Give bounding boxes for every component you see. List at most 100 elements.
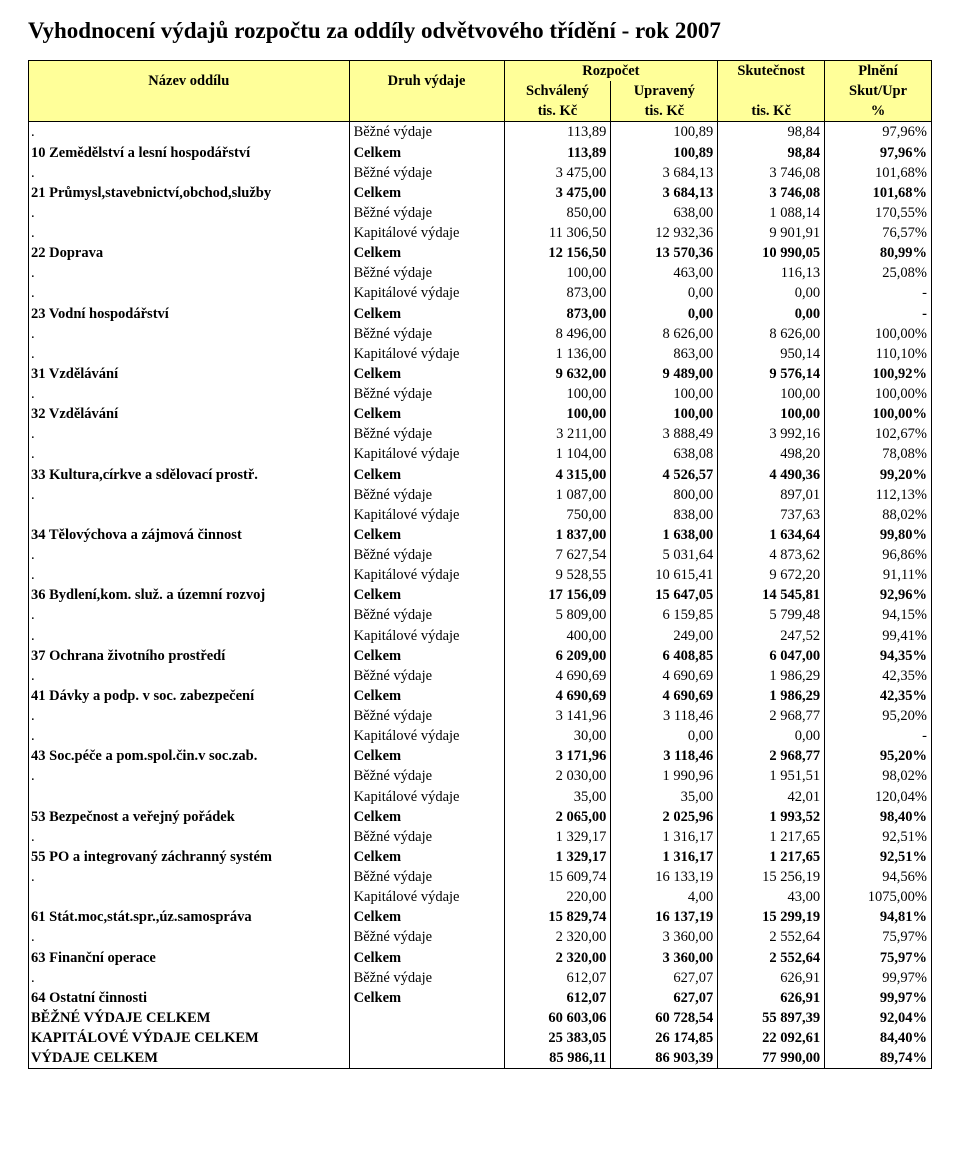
cell-value: 737,63 bbox=[718, 505, 825, 525]
cell-value: 92,51% bbox=[825, 827, 932, 847]
cell-value: 96,86% bbox=[825, 545, 932, 565]
table-row: .Kapitálové výdaje1 104,00638,08498,2078… bbox=[29, 444, 932, 464]
cell-value: 6 047,00 bbox=[718, 646, 825, 666]
cell-value: 11 306,50 bbox=[504, 223, 611, 243]
cell-name: . bbox=[29, 666, 350, 686]
table-row: 41 Dávky a podp. v soc. zabezpečeníCelke… bbox=[29, 686, 932, 706]
cell-name: 10 Zemědělství a lesní hospodářství bbox=[29, 143, 350, 163]
table-row: 23 Vodní hospodářstvíCelkem873,000,000,0… bbox=[29, 304, 932, 324]
cell-value: 9 632,00 bbox=[504, 364, 611, 384]
cell-value: 94,56% bbox=[825, 867, 932, 887]
cell-type: Běžné výdaje bbox=[349, 424, 504, 444]
table-row: .Běžné výdaje15 609,7416 133,1915 256,19… bbox=[29, 867, 932, 887]
table-row: 53 Bezpečnost a veřejný pořádekCelkem2 0… bbox=[29, 807, 932, 827]
cell-value: 498,20 bbox=[718, 444, 825, 464]
cell-value: 1 136,00 bbox=[504, 344, 611, 364]
cell-value: 3 360,00 bbox=[611, 927, 718, 947]
cell-value: 1 990,96 bbox=[611, 766, 718, 786]
cell-value: 2 320,00 bbox=[504, 948, 611, 968]
cell-type: Běžné výdaje bbox=[349, 605, 504, 625]
cell-value: 85 986,11 bbox=[504, 1048, 611, 1069]
cell-value: 612,07 bbox=[504, 968, 611, 988]
cell-value: 0,00 bbox=[611, 726, 718, 746]
cell-name: . bbox=[29, 545, 350, 565]
cell-value: 98,40% bbox=[825, 807, 932, 827]
col-nazev: Název oddílu bbox=[29, 61, 350, 102]
cell-value: 100,92% bbox=[825, 364, 932, 384]
cell-type: Kapitálové výdaje bbox=[349, 887, 504, 907]
cell-value: 0,00 bbox=[718, 283, 825, 303]
cell-value: 84,40% bbox=[825, 1028, 932, 1048]
col-upraveny: Upravený bbox=[611, 81, 718, 101]
cell-type: Běžné výdaje bbox=[349, 384, 504, 404]
cell-name bbox=[29, 787, 350, 807]
cell-value: 15 647,05 bbox=[611, 585, 718, 605]
cell-name bbox=[29, 505, 350, 525]
cell-value: 4 690,69 bbox=[504, 686, 611, 706]
cell-value: 2 065,00 bbox=[504, 807, 611, 827]
cell-value: 1075,00% bbox=[825, 887, 932, 907]
cell-value: 2 968,77 bbox=[718, 706, 825, 726]
cell-value: 100,00% bbox=[825, 384, 932, 404]
cell-name: . bbox=[29, 203, 350, 223]
unit-pct: % bbox=[825, 101, 932, 122]
cell-type: Celkem bbox=[349, 585, 504, 605]
cell-name: . bbox=[29, 444, 350, 464]
cell-value: 4 690,69 bbox=[504, 666, 611, 686]
cell-name: 36 Bydlení,kom. služ. a územní rozvoj bbox=[29, 585, 350, 605]
table-row: .Kapitálové výdaje1 136,00863,00950,1411… bbox=[29, 344, 932, 364]
table-row: .Běžné výdaje113,89100,8998,8497,96% bbox=[29, 122, 932, 143]
cell-type: Kapitálové výdaje bbox=[349, 283, 504, 303]
cell-value: 463,00 bbox=[611, 263, 718, 283]
cell-value: 15 609,74 bbox=[504, 867, 611, 887]
cell-name: . bbox=[29, 122, 350, 143]
cell-value: 2 030,00 bbox=[504, 766, 611, 786]
table-row: 61 Stát.moc,stát.spr.,úz.samosprávaCelke… bbox=[29, 907, 932, 927]
cell-value: 7 627,54 bbox=[504, 545, 611, 565]
cell-type: Celkem bbox=[349, 404, 504, 424]
cell-value: 612,07 bbox=[504, 988, 611, 1008]
cell-value: 95,20% bbox=[825, 706, 932, 726]
cell-value: 1 087,00 bbox=[504, 485, 611, 505]
table-row: 37 Ochrana životního prostředíCelkem6 20… bbox=[29, 646, 932, 666]
cell-value: 30,00 bbox=[504, 726, 611, 746]
cell-value: 638,00 bbox=[611, 203, 718, 223]
table-row: 63 Finanční operaceCelkem2 320,003 360,0… bbox=[29, 948, 932, 968]
cell-value: 25 383,05 bbox=[504, 1028, 611, 1048]
cell-value: 1 329,17 bbox=[504, 827, 611, 847]
cell-value: 97,96% bbox=[825, 143, 932, 163]
col-skutupr: Skut/Upr bbox=[825, 81, 932, 101]
table-row: .Běžné výdaje612,07627,07626,9199,97% bbox=[29, 968, 932, 988]
cell-value: 863,00 bbox=[611, 344, 718, 364]
cell-name: 43 Soc.péče a pom.spol.čin.v soc.zab. bbox=[29, 746, 350, 766]
cell-value: 3 118,46 bbox=[611, 706, 718, 726]
table-row: VÝDAJE CELKEM85 986,1186 903,3977 990,00… bbox=[29, 1048, 932, 1069]
cell-value: 1 951,51 bbox=[718, 766, 825, 786]
cell-value: 98,84 bbox=[718, 143, 825, 163]
cell-name: 64 Ostatní činnosti bbox=[29, 988, 350, 1008]
cell-value: 75,97% bbox=[825, 927, 932, 947]
cell-type: Celkem bbox=[349, 907, 504, 927]
cell-value: 1 986,29 bbox=[718, 666, 825, 686]
cell-value: 101,68% bbox=[825, 183, 932, 203]
cell-value: 2 968,77 bbox=[718, 746, 825, 766]
cell-name: . bbox=[29, 927, 350, 947]
cell-type: Běžné výdaje bbox=[349, 545, 504, 565]
cell-value: 626,91 bbox=[718, 988, 825, 1008]
cell-value: 77 990,00 bbox=[718, 1048, 825, 1069]
cell-type: Kapitálové výdaje bbox=[349, 787, 504, 807]
cell-value: 3 684,13 bbox=[611, 163, 718, 183]
cell-type: Kapitálové výdaje bbox=[349, 444, 504, 464]
cell-type: Kapitálové výdaje bbox=[349, 565, 504, 585]
cell-type: Celkem bbox=[349, 465, 504, 485]
cell-value: 102,67% bbox=[825, 424, 932, 444]
cell-type: Celkem bbox=[349, 304, 504, 324]
cell-value: 100,89 bbox=[611, 122, 718, 143]
cell-name: 32 Vzdělávání bbox=[29, 404, 350, 424]
cell-type: Celkem bbox=[349, 525, 504, 545]
cell-value: 4 690,69 bbox=[611, 666, 718, 686]
table-row: .Běžné výdaje100,00463,00116,1325,08% bbox=[29, 263, 932, 283]
cell-value: 9 489,00 bbox=[611, 364, 718, 384]
cell-type: Běžné výdaje bbox=[349, 927, 504, 947]
cell-value: 120,04% bbox=[825, 787, 932, 807]
